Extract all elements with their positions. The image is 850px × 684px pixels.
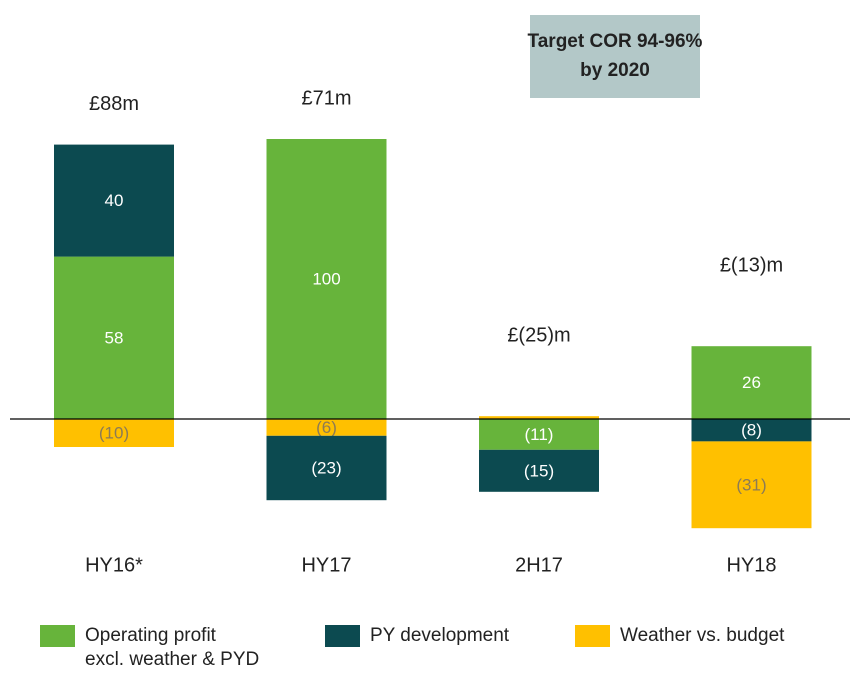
value-label: (6) xyxy=(316,418,337,437)
bar-segment xyxy=(479,419,599,450)
total-label: £88m xyxy=(89,93,139,115)
legend-label: Weather vs. budget xyxy=(620,625,785,646)
x-tick-label: 2H17 xyxy=(515,554,563,576)
bar-segment xyxy=(691,419,812,442)
value-label: (8) xyxy=(741,421,762,440)
value-label: (10) xyxy=(99,423,129,442)
value-label: 40 xyxy=(105,191,124,210)
x-tick-label: HY17 xyxy=(301,554,351,576)
bar-segment xyxy=(266,139,387,419)
total-label: £71m xyxy=(301,87,351,109)
bar-segment xyxy=(54,144,174,257)
bar-segment xyxy=(266,435,387,501)
bar-segment xyxy=(54,256,174,419)
bar-segment xyxy=(691,346,812,419)
bar-segment xyxy=(479,416,599,419)
annotation-box xyxy=(530,15,700,98)
bar-segment xyxy=(54,419,174,447)
x-tick-label: HY16* xyxy=(85,554,143,576)
x-tick-label: HY18 xyxy=(726,554,776,576)
value-label: 26 xyxy=(742,373,761,392)
value-label: (23) xyxy=(311,458,341,477)
legend-label: PY development xyxy=(370,625,510,646)
total-label: £(13)m xyxy=(720,254,783,276)
total-label: £(25)m xyxy=(507,324,570,346)
legend-label: Operating profit excl. weather & PYD xyxy=(85,625,260,670)
value-label: 100 xyxy=(312,269,340,288)
bar-segment xyxy=(691,441,812,529)
legend-swatch xyxy=(40,625,75,647)
value-label: 58 xyxy=(105,328,124,347)
bar-segment xyxy=(266,419,387,436)
value-label: (31) xyxy=(736,475,766,494)
annotation: by 2020 xyxy=(580,60,650,81)
legend-swatch xyxy=(575,625,610,647)
annotation: Target COR 94-96% xyxy=(528,31,703,52)
value-label: (15) xyxy=(524,461,554,480)
bar-segment xyxy=(479,449,599,492)
value-label: (11) xyxy=(525,425,554,444)
legend-swatch xyxy=(325,625,360,647)
